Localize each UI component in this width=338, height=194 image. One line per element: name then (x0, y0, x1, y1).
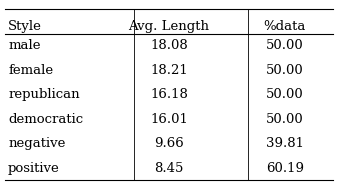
Text: republican: republican (8, 88, 80, 101)
Text: 18.21: 18.21 (150, 64, 188, 77)
Text: male: male (8, 39, 41, 52)
Text: 50.00: 50.00 (266, 113, 304, 126)
Text: 18.08: 18.08 (150, 39, 188, 52)
Text: 60.19: 60.19 (266, 162, 304, 175)
Text: 16.01: 16.01 (150, 113, 188, 126)
Text: positive: positive (8, 162, 60, 175)
Text: 16.18: 16.18 (150, 88, 188, 101)
Text: 50.00: 50.00 (266, 39, 304, 52)
Text: negative: negative (8, 137, 66, 150)
Text: 50.00: 50.00 (266, 64, 304, 77)
Text: democratic: democratic (8, 113, 83, 126)
Text: 50.00: 50.00 (266, 88, 304, 101)
Text: Avg. Length: Avg. Length (128, 20, 210, 33)
Text: 9.66: 9.66 (154, 137, 184, 150)
Text: Style: Style (8, 20, 42, 33)
Text: 8.45: 8.45 (154, 162, 184, 175)
Text: %data: %data (263, 20, 306, 33)
Text: 39.81: 39.81 (266, 137, 304, 150)
Text: female: female (8, 64, 53, 77)
